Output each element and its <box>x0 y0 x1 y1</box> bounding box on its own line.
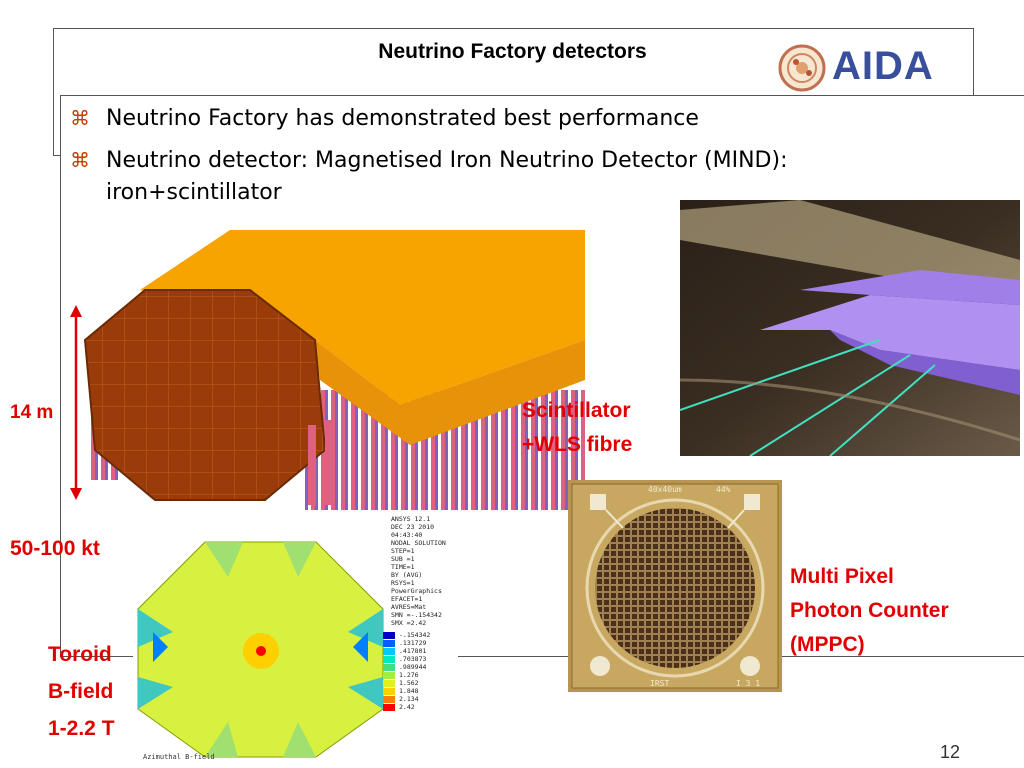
ansys-line: EFACET=1 <box>391 595 423 603</box>
scintillator-label-line2: +WLS fibre <box>522 433 633 456</box>
ansys-line: DEC 23 2010 <box>391 523 435 531</box>
legend-value: .989944 <box>399 663 427 671</box>
scintillator-photo <box>680 200 1020 456</box>
ansys-line: PowerGraphics <box>391 587 442 595</box>
page-number: 12 <box>940 742 961 762</box>
legend-swatch <box>383 647 395 655</box>
bullet-2-text: Neutrino detector: Magnetised Iron Neutr… <box>106 148 788 173</box>
mppc-label: Multi Pixel Photon Counter (MPPC) <box>790 560 949 662</box>
aida-logo-text: AIDA <box>832 44 934 88</box>
chip-fill-label: 44% <box>716 485 731 494</box>
height-label: 14 m <box>10 402 54 423</box>
scintillator-label-line1: Scintillator <box>522 399 631 422</box>
aida-emblem-icon <box>778 44 826 92</box>
ansys-line: SMX =2.42 <box>391 619 427 627</box>
legend-row: -.154342 <box>383 631 458 639</box>
legend-row: .989944 <box>383 663 458 671</box>
ansys-line: BY (AVG) <box>391 571 423 579</box>
ansys-line: SUB =1 <box>391 555 415 563</box>
mppc-label-line2: Photon Counter <box>790 599 949 622</box>
legend-swatch <box>383 639 395 647</box>
chip-size-label: 40x40um <box>648 485 682 494</box>
bullet-1-text: Neutrino Factory has demonstrated best p… <box>106 106 699 131</box>
ansys-line: 04:43:40 <box>391 531 423 539</box>
bfield-map-panel: ANSYS 12.1 DEC 23 2010 04:43:40 NODAL SO… <box>133 515 458 768</box>
legend-value: .417801 <box>399 647 427 655</box>
legend-row: .417801 <box>383 647 458 655</box>
legend-row: .703873 <box>383 655 458 663</box>
ansys-legend: -.154342.131729.417801.703873.989944 1.27… <box>383 631 458 711</box>
legend-value: 1.562 <box>399 679 419 687</box>
ansys-line: AVRES=Mat <box>391 603 427 611</box>
toroid-label: Toroid <box>48 643 112 666</box>
legend-swatch <box>383 703 395 711</box>
ansys-line: TIME=1 <box>391 563 415 571</box>
legend-value: 1.848 <box>399 687 419 695</box>
bfield-value-label: 1-2.2 T <box>48 717 115 740</box>
legend-value: 2.42 <box>399 703 415 711</box>
legend-value: .703873 <box>399 655 427 663</box>
mind-detector-illustration <box>83 230 585 510</box>
legend-row: 2.42 <box>383 703 458 711</box>
ansys-line: RSYS=1 <box>391 579 415 587</box>
legend-swatch <box>383 695 395 703</box>
legend-row: .131729 <box>383 639 458 647</box>
ansys-caption: Azimuthal B-field <box>143 753 215 761</box>
legend-value: 2.134 <box>399 695 419 703</box>
legend-row: 1.276 <box>383 671 458 679</box>
legend-swatch <box>383 655 395 663</box>
slide-title: Neutrino Factory detectors <box>378 40 647 63</box>
ansys-header: ANSYS 12.1 DEC 23 2010 04:43:40 NODAL SO… <box>391 515 458 627</box>
bfield-label: B-field <box>48 680 114 703</box>
bullet-symbol-icon: ⌘ <box>70 148 90 172</box>
legend-row: 1.848 <box>383 687 458 695</box>
bfield-octagon-plot <box>137 541 384 758</box>
chip-maker-label: IRST <box>650 679 669 688</box>
bullet-2-continuation: iron+scintillator <box>106 180 282 205</box>
aida-logo <box>772 40 936 94</box>
mppc-label-line1: Multi Pixel <box>790 565 894 588</box>
ansys-line: SMN =-.154342 <box>391 611 442 619</box>
legend-swatch <box>383 663 395 671</box>
mass-label: 50-100 kt <box>10 537 100 560</box>
legend-row: 1.562 <box>383 679 458 687</box>
legend-swatch <box>383 679 395 687</box>
bullet-2: ⌘ Neutrino detector: Magnetised Iron Neut… <box>70 145 787 176</box>
chip-id-label: I 3 1 <box>736 679 760 688</box>
legend-value: 1.276 <box>399 671 419 679</box>
legend-swatch <box>383 687 395 695</box>
ansys-line: STEP=1 <box>391 547 415 555</box>
legend-row: 2.134 <box>383 695 458 703</box>
ansys-line: NODAL SOLUTION <box>391 539 446 547</box>
legend-value: -.154342 <box>399 631 431 639</box>
legend-swatch <box>383 631 395 639</box>
legend-value: .131729 <box>399 639 427 647</box>
scintillator-label: Scintillator +WLS fibre <box>522 394 632 462</box>
bullet-symbol-icon: ⌘ <box>70 106 90 130</box>
legend-swatch <box>383 671 395 679</box>
mppc-photo: 40x40um 44% IRST I 3 1 <box>568 480 782 692</box>
mppc-label-line3: (MPPC) <box>790 633 865 656</box>
bullet-1: ⌘ Neutrino Factory has demonstrated best … <box>70 103 699 134</box>
ansys-line: ANSYS 12.1 <box>391 515 431 523</box>
height-arrow-icon <box>70 305 82 500</box>
